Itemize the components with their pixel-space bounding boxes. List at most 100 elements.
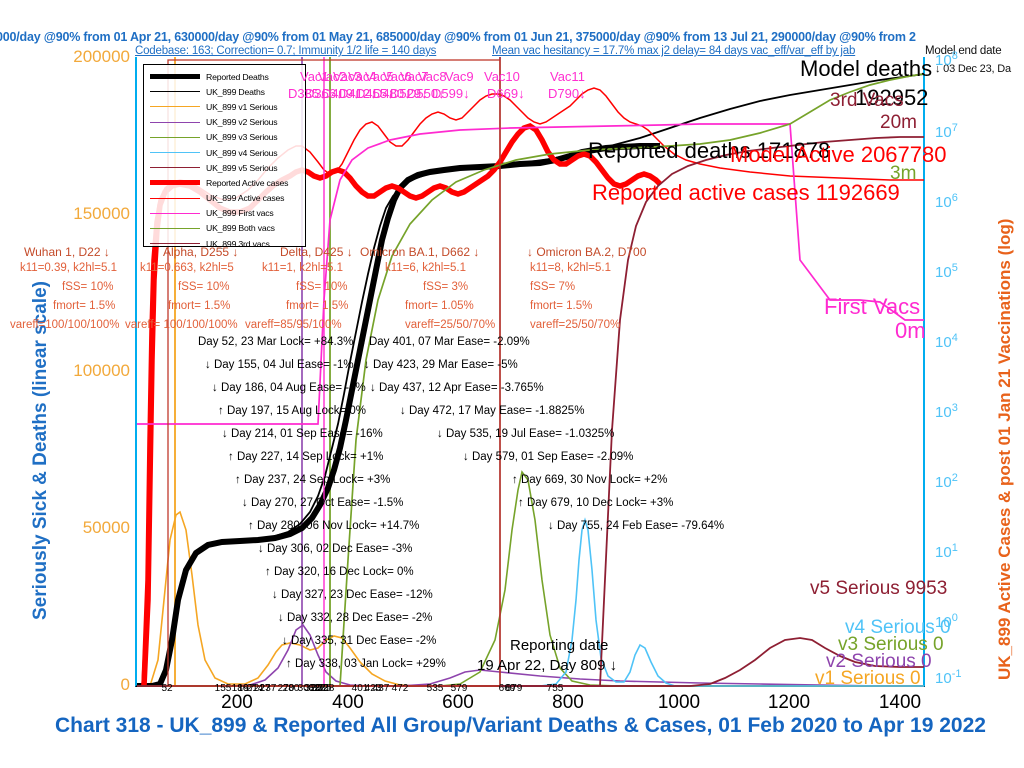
legend-swatch xyxy=(150,227,200,229)
intervention-item: ↑ Day 669, 30 Nov Lock= +2% xyxy=(512,474,668,486)
vac-day-11: D790↓ xyxy=(548,86,586,101)
x-tick-day-338: 338 xyxy=(317,683,335,694)
intervention-item: ↓ Day 401, 07 Mar Ease= -2.09% xyxy=(360,336,530,348)
callout-both-vacs-value: 3m xyxy=(890,163,917,184)
x-tick-day-270: 270 xyxy=(277,683,295,694)
y-tick-right-5: 105 xyxy=(935,262,958,281)
y-tick-right-0: 100 xyxy=(935,612,958,631)
x-tick-1400: 1400 xyxy=(878,692,922,713)
callout-third-vacs-value: 20m xyxy=(880,112,917,133)
variant-4-fmort: fmort= 1.05% xyxy=(405,300,474,312)
x-tick-day-227: 227 xyxy=(253,683,271,694)
y-tick-right-neg1: 10-1 xyxy=(935,668,962,687)
intervention-item: ↓ Day 186, 04 Aug Ease= -4% xyxy=(212,382,366,394)
intervention-item: ↑ Day 197, 15 Aug Lock= 0% xyxy=(218,405,367,417)
legend-label: Reported Deaths xyxy=(206,71,269,82)
header-model-end-date-value: ↓ 03 Dec 23, Da xyxy=(935,63,1011,75)
y-tick-right-1: 101 xyxy=(935,542,958,561)
legend-swatch xyxy=(150,121,200,123)
callout-v2-serious: v2 Serious 0 xyxy=(826,651,932,672)
intervention-item: ↓ Day 306, 02 Dec Ease= -3% xyxy=(258,543,413,555)
y-tick-right-4: 104 xyxy=(935,332,958,351)
variant-5-fss: fSS= 7% xyxy=(530,281,576,293)
vac-day-4: D412↓ xyxy=(339,86,377,101)
intervention-item: ↓ Day 335, 31 Dec Ease= -2% xyxy=(282,635,437,647)
x-tick-day-197: 197 xyxy=(237,683,255,694)
x-tick-day-306: 306 xyxy=(297,683,315,694)
y-tick-right-2: 102 xyxy=(935,472,958,491)
legend-label: UK_899 v2 Serious xyxy=(206,117,278,128)
legend-label: UK_899 v1 Serious xyxy=(206,101,278,112)
intervention-item: ↓ Day 437, 12 Apr Ease= -3.765% xyxy=(370,382,544,394)
variant-5-k: k11=8, k2hl=5.1 xyxy=(530,262,611,274)
variant-2-name: Alpha, D255 ↓ xyxy=(163,245,239,259)
vac-marker-9: Vac9 xyxy=(445,69,474,84)
legend-label: UK_899 v5 Serious xyxy=(206,162,278,173)
legend-item: UK_899 Active cases xyxy=(144,191,305,206)
callout-third-vacs: 3rd Vacs xyxy=(830,90,904,111)
variant-5-vareff: vareff=25/50/70% xyxy=(530,319,621,331)
legend-swatch xyxy=(150,212,200,214)
legend-item: UK_899 Both vacs xyxy=(144,221,305,236)
callout-first-vacs-value: 0m xyxy=(895,318,926,343)
y-tick-right-8: 108 xyxy=(935,50,958,69)
y-tick-right-7: 107 xyxy=(935,122,958,141)
x-tick-day-155: 155 xyxy=(214,683,232,694)
x-tick-day-423: 423 xyxy=(364,683,382,694)
y-tick-left-2: 100000 xyxy=(73,361,130,380)
vac-day-3: D409↓ xyxy=(322,86,360,101)
x-tick-1200: 1200 xyxy=(767,692,811,713)
variant-2-k: k11=0.663, k2hl=5 xyxy=(140,262,234,274)
variant-3-name: Delta, D425 ↓ xyxy=(280,245,353,259)
variant-5-fmort: fmort= 1.5% xyxy=(530,300,593,312)
callout-model-active: Model Active 2067780 xyxy=(730,142,947,167)
variant-1-vareff: vareff=100/100/100% xyxy=(10,319,120,331)
intervention-item: ↓ Day 755, 24 Feb Ease= -79.64% xyxy=(548,520,725,532)
callout-v1-serious: v1 Serious 0 xyxy=(815,668,921,689)
intervention-item: ↓ Day 579, 01 Sep Ease= -2.09% xyxy=(463,451,634,463)
vac-marker-6: Vac6 xyxy=(383,69,412,84)
variant-5-name: ↓ Omicron BA.2, D700 xyxy=(527,245,647,259)
chart-legend[interactable]: Reported Deaths UK_899 Deaths UK_899 v1 … xyxy=(143,64,306,249)
reporting-date-label: Reporting date xyxy=(510,637,609,654)
intervention-item: ↓ Day 332, 28 Dec Ease= -2% xyxy=(278,612,433,624)
legend-label: UK_899 v3 Serious xyxy=(206,132,278,143)
legend-item: UK_899 v1 Serious xyxy=(144,99,305,114)
vac-marker-10: Vac10 xyxy=(484,69,520,84)
callout-reported-deaths: Reported deaths 171878 xyxy=(588,138,831,163)
legend-label: UK_899 v4 Serious xyxy=(206,147,278,158)
x-tick-day-237: 237 xyxy=(259,683,277,694)
legend-label: UK_899 First vacs xyxy=(206,208,274,219)
x-tick-day-335: 335 xyxy=(314,683,332,694)
intervention-item: ↑ Day 227, 14 Sep Lock= +1% xyxy=(228,451,384,463)
vac-marker-3: Vac3 xyxy=(333,69,362,84)
variant-1-k: k11=0.39, k2hl=5.1 xyxy=(20,262,117,274)
legend-swatch xyxy=(150,136,200,138)
variant-4-fss: fSS= 3% xyxy=(423,281,469,293)
legend-swatch xyxy=(150,167,200,169)
variant-2-fss: fSS= 10% xyxy=(178,281,230,293)
intervention-item: ↑ Day 679, 10 Dec Lock= +3% xyxy=(518,497,674,509)
x-tick-day-320: 320 xyxy=(304,683,322,694)
vac-day-6: D480↓ xyxy=(373,86,411,101)
intervention-item: ↑ Day 320, 16 Dec Lock= 0% xyxy=(265,566,414,578)
vac-day-8: D550↓ xyxy=(407,86,445,101)
legend-label: UK_899 Deaths xyxy=(206,86,265,97)
legend-swatch xyxy=(150,180,200,186)
x-tick-200: 200 xyxy=(221,692,253,713)
header-model-end-date-label: Model end date xyxy=(925,45,1002,57)
chart-title: Chart 318 - UK_899 & Reported All Group/… xyxy=(55,714,986,737)
legend-swatch xyxy=(150,152,200,154)
header-codebase-params: Codebase: 163; Correction= 0.7; Immunity… xyxy=(135,45,437,57)
variant-4-k: k11=6, k2hl=5.1 xyxy=(385,262,466,274)
x-tick-day-332: 332 xyxy=(311,683,329,694)
x-tick-day-214: 214 xyxy=(246,683,264,694)
variant-2-fmort: fmort= 1.5% xyxy=(168,300,231,312)
y-axis-left-label: Seriously Sick & Deaths (linear scale) xyxy=(30,281,51,620)
callout-model-deaths: Model deaths xyxy=(800,56,933,81)
legend-label: Reported Active cases xyxy=(206,177,289,188)
callout-v4-serious: v4 Serious 0 xyxy=(845,617,951,638)
legend-swatch xyxy=(150,197,200,199)
x-tick-day-679: 679 xyxy=(505,683,523,694)
